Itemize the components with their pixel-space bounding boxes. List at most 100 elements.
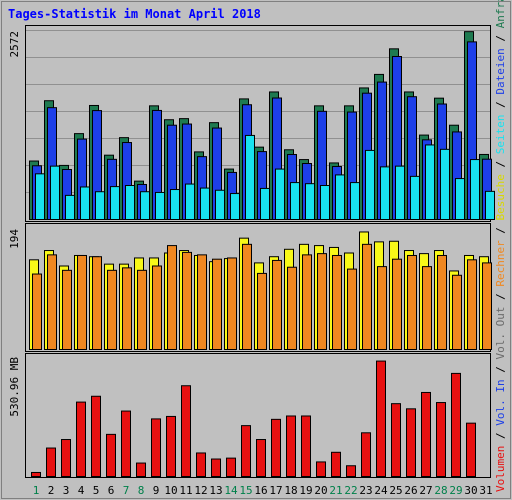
bar-top-seiten-11 [185,183,195,221]
x-tick-label: 12 [194,484,207,497]
bar-top-seiten-9 [155,191,165,220]
x-tick-label: 7 [123,484,130,497]
x-axis-day-labels: 1 2 3 4 5 6 7 8 9 10 11 12 13 14 15 16 17 18 19 20 21 22 23 24 2… [33,484,493,497]
bar-middle-rechner-31 [482,262,492,351]
legend-entry: Vol. In [494,379,507,425]
bar-middle-rechner-3 [62,269,72,350]
x-tick-label: 5 [93,484,100,497]
bar-middle-rechner-15 [242,243,252,351]
bar-middle-rechner-6 [107,269,117,350]
x-tick-label: 20 [314,484,327,497]
legend-entry: Volumen [494,446,507,492]
bar-middle-rechner-24 [377,266,387,350]
bar-top-seiten-4 [80,186,90,220]
legend-separator: / [494,220,507,240]
bar-bottom-volumen-19 [301,415,311,477]
bar-top-seiten-24 [380,166,390,220]
x-tick-label: 19 [299,484,312,497]
bar-middle-rechner-7 [122,267,132,351]
bar-top-seiten-15 [245,134,255,220]
bar-middle-rechner-30 [467,259,477,350]
panel-bottom-max-label: 530.96 MB [8,357,21,417]
bar-bottom-volumen-18 [286,415,296,477]
bar-bottom-volumen-4 [76,401,86,477]
panel-middle: 194 [8,223,492,352]
bar-top-seiten-22 [350,182,360,221]
bar-top-seiten-28 [440,148,450,221]
legend-separator: / [494,154,507,174]
bar-middle-rechner-1 [32,273,42,350]
side-legend: Volumen / Vol. In / Vol. Out / Rechner /… [494,0,507,492]
bar-top-seiten-16 [260,187,270,220]
panel-top: 2572 [8,25,495,222]
x-tick-label: 31 [479,484,492,497]
x-tick-label: 21 [329,484,342,497]
bar-bottom-volumen-26 [406,408,416,478]
x-tick-label: 11 [179,484,192,497]
x-tick-label: 27 [419,484,432,497]
x-tick-label: 22 [344,484,357,497]
bar-middle-rechner-19 [302,254,312,350]
bar-top-seiten-19 [305,183,315,221]
legend-separator: / [494,426,507,446]
bar-middle-rechner-21 [332,254,342,351]
x-tick-label: 18 [284,484,297,497]
legend-entry: Anfragen [494,0,507,28]
bar-bottom-volumen-28 [436,402,446,477]
bar-bottom-volumen-16 [256,439,266,477]
bar-top-seiten-27 [425,144,435,220]
bar-bottom-volumen-29 [451,372,461,477]
chart-title: Tages-Statistik im Monat April 2018 [8,7,261,21]
bar-bottom-volumen-8 [136,462,146,478]
bar-bottom-volumen-6 [106,433,116,477]
x-tick-label: 23 [359,484,372,497]
bar-top-seiten-6 [110,186,120,221]
bar-middle-rechner-12 [197,254,207,350]
bar-bottom-volumen-30 [466,422,476,477]
bar-bottom-volumen-5 [91,395,101,477]
x-tick-label: 13 [209,484,222,497]
bar-middle-rechner-22 [347,268,357,350]
panel-bottom: 530.96 MB [8,353,491,478]
bar-bottom-volumen-25 [391,403,401,478]
legend-entry: Vol. Out [494,307,507,360]
bar-bottom-volumen-11 [181,385,191,477]
bar-top-seiten-26 [410,175,420,220]
legend-separator: / [494,360,507,380]
bar-top-seiten-8 [140,191,150,221]
legend-entry: Rechner [494,240,507,287]
bar-bottom-volumen-23 [361,432,371,477]
bar-middle-rechner-18 [287,266,297,351]
series-volumen [31,360,476,478]
bar-top-seiten-18 [290,182,300,221]
legend-separator: / [494,287,507,307]
bar-bottom-volumen-24 [376,360,386,477]
bar-bottom-volumen-2 [46,447,56,478]
legend-separator: / [494,95,507,115]
bar-bottom-volumen-20 [316,461,326,477]
series-rechner [32,243,492,351]
legend-entry: Seiten [494,114,507,154]
legend-text: Volumen / Vol. In / Vol. Out / Rechner /… [494,0,507,492]
bar-bottom-volumen-7 [121,410,131,477]
legend-entry: Besuche [494,174,507,220]
bar-top-seiten-14 [230,193,240,220]
bar-top-seiten-25 [395,165,405,220]
series-seiten [35,134,495,221]
bar-middle-rechner-9 [152,265,162,350]
bar-bottom-volumen-21 [331,451,341,478]
bar-top-seiten-2 [50,165,60,220]
bar-top-seiten-21 [335,174,345,220]
bar-bottom-volumen-13 [211,458,221,478]
bar-bottom-volumen-1 [31,471,41,477]
panel-top-max-label: 2572 [8,31,21,58]
bar-middle-rechner-10 [167,245,177,350]
bar-top-seiten-1 [35,173,45,220]
x-tick-label: 29 [449,484,462,497]
x-tick-label: 9 [153,484,160,497]
legend-entry: Dateien [494,48,507,94]
bar-middle-rechner-26 [407,254,417,351]
bar-bottom-volumen-10 [166,415,176,477]
